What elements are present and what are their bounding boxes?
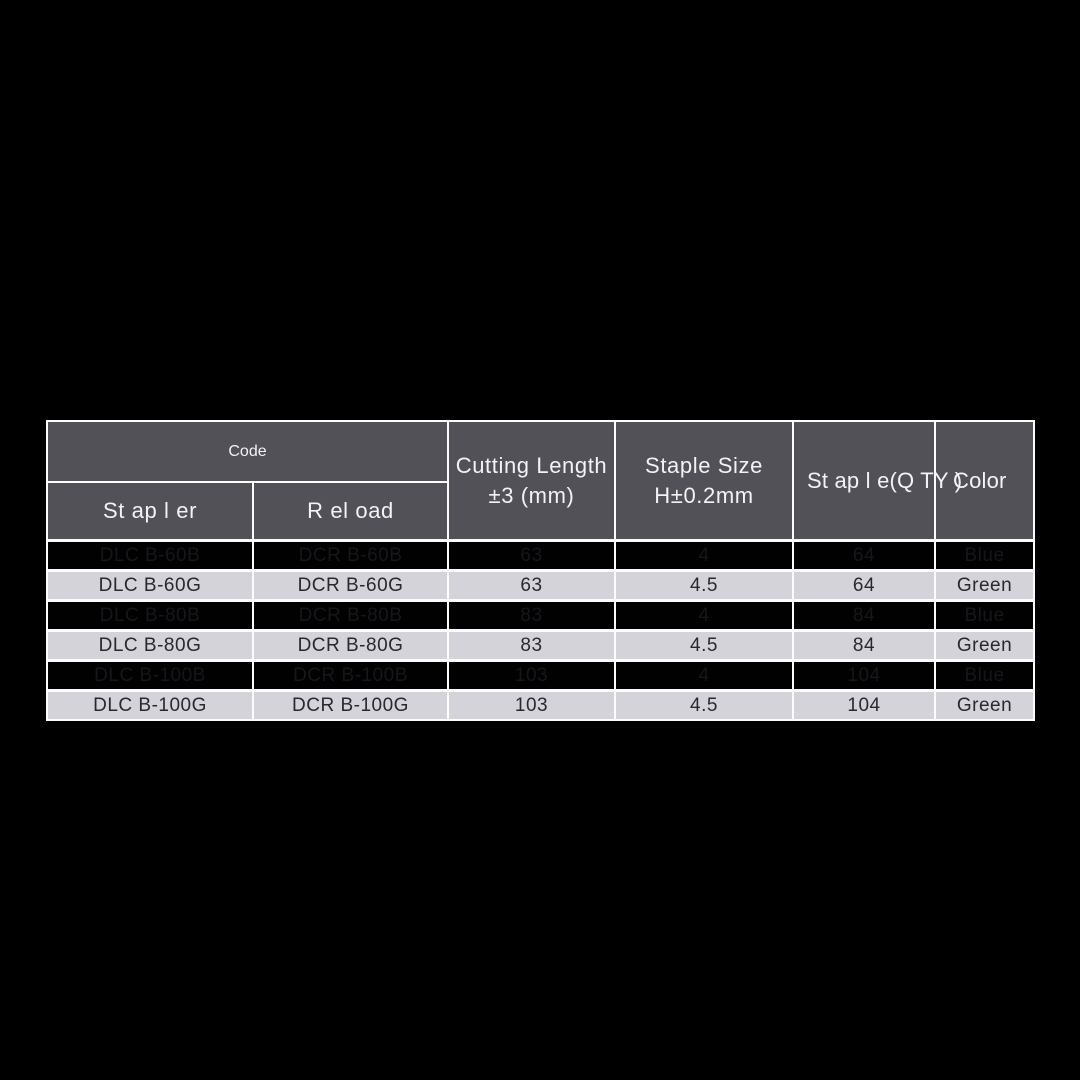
table-row: DLC B-80B DCR B-80B 83 4 84 Blue [48,602,1033,629]
cell-reload: DCR B-80B [254,602,447,629]
table-row: DLC B-80G DCR B-80G 83 4.5 84 Green [48,632,1033,659]
cell-staple-size: 4.5 [616,572,792,599]
header-stapler: St ap l er [48,483,252,539]
cell-color: Green [936,692,1033,719]
header-staple-size-line1: Staple Size [645,452,763,478]
cell-color: Blue [936,542,1033,569]
cell-staple-qty: 84 [794,602,934,629]
table-header: Code St ap l er R el oad Cutting Length … [48,422,1033,539]
header-staple-size-line2: H±0.2mm [654,482,754,508]
cell-stapler: DLC B-100G [48,692,252,719]
cell-cutting-length: 83 [449,632,614,659]
header-color: Color [936,422,1033,539]
cell-staple-size: 4 [616,662,792,689]
cell-staple-size: 4.5 [616,692,792,719]
cell-cutting-length: 63 [449,572,614,599]
cell-stapler: DLC B-80G [48,632,252,659]
cell-staple-qty: 104 [794,692,934,719]
cell-staple-qty: 64 [794,542,934,569]
header-code-subrow: St ap l er R el oad [48,483,447,539]
cell-staple-qty: 104 [794,662,934,689]
table-row: DLC B-60B DCR B-60B 63 4 64 Blue [48,542,1033,569]
header-code: Code [48,422,447,481]
table-row: DLC B-100B DCR B-100B 103 4 104 Blue [48,662,1033,689]
table-row: DLC B-100G DCR B-100G 103 4.5 104 Green [48,692,1033,719]
cell-reload: DCR B-100B [254,662,447,689]
table-row: DLC B-60G DCR B-60G 63 4.5 64 Green [48,572,1033,599]
cell-staple-size: 4 [616,602,792,629]
cell-color: Green [936,572,1033,599]
header-code-group: Code St ap l er R el oad [48,422,447,539]
cell-cutting-length: 63 [449,542,614,569]
cell-staple-size: 4 [616,542,792,569]
cell-stapler: DLC B-80B [48,602,252,629]
cell-staple-qty: 64 [794,572,934,599]
cell-color: Green [936,632,1033,659]
cell-staple-size: 4.5 [616,632,792,659]
cell-color: Blue [936,662,1033,689]
cell-cutting-length: 103 [449,662,614,689]
cell-reload: DCR B-100G [254,692,447,719]
cell-stapler: DLC B-60B [48,542,252,569]
cell-reload: DCR B-60B [254,542,447,569]
cell-reload: DCR B-60G [254,572,447,599]
spec-table: Code St ap l er R el oad Cutting Length … [46,420,1035,721]
header-cutting-length: Cutting Length ±3 (mm) [449,422,614,539]
cell-cutting-length: 83 [449,602,614,629]
cell-staple-qty: 84 [794,632,934,659]
cell-color: Blue [936,602,1033,629]
header-staple-qty: St ap l e(Q TY ) [794,422,962,539]
cell-cutting-length: 103 [449,692,614,719]
header-reload: R el oad [254,483,447,539]
header-staple-qty-label: St ap l e(Q TY ) [807,467,963,493]
cell-reload: DCR B-80G [254,632,447,659]
cell-stapler: DLC B-100B [48,662,252,689]
header-cutting-length-line1: Cutting Length [455,452,608,478]
header-cutting-length-line2: ±3 (mm) [488,482,575,508]
header-staple-size: Staple Size H±0.2mm [616,422,792,539]
table-body: DLC B-60B DCR B-60B 63 4 64 Blue DLC B-60G DCR … [48,539,1033,719]
cell-stapler: DLC B-60G [48,572,252,599]
